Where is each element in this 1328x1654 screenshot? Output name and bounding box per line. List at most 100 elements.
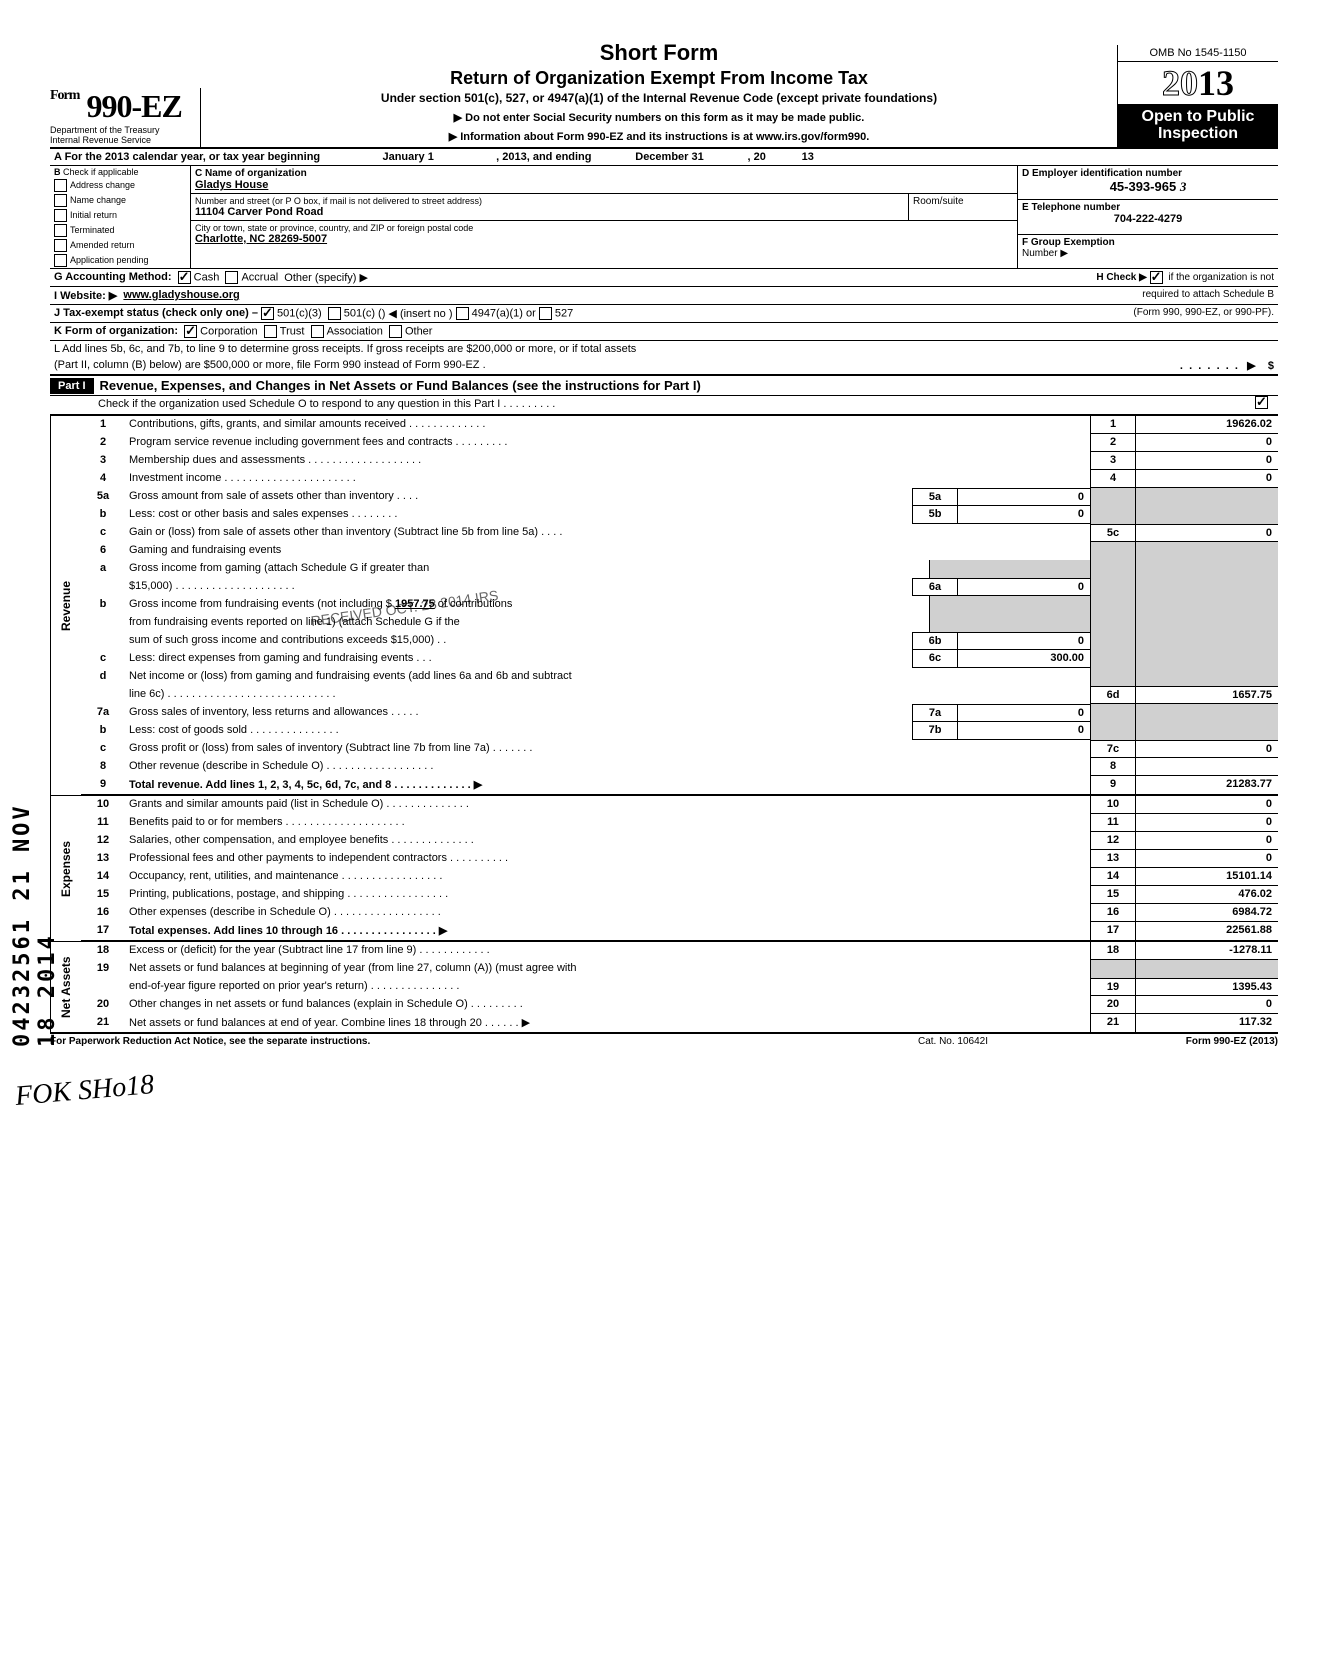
chk-association[interactable]: Association	[311, 325, 383, 338]
val-line2[interactable]: 0	[1136, 434, 1278, 452]
row-l1: L Add lines 5b, 6c, and 7b, to line 9 to…	[50, 341, 1278, 357]
year-begin[interactable]: January 1	[324, 149, 492, 165]
room-suite[interactable]: Room/suite	[908, 194, 1017, 220]
row-h: H Check ▶ if the organization is not	[1096, 271, 1274, 284]
catalog-no: Cat. No. 10642I	[828, 1036, 1078, 1047]
val-line9[interactable]: 21283.77	[1136, 776, 1278, 794]
label-city: City or town, state or province, country…	[195, 223, 1013, 233]
part1-title: Revenue, Expenses, and Changes in Net As…	[94, 376, 707, 395]
val-line14[interactable]: 15101.14	[1136, 868, 1278, 886]
page-footer: For Paperwork Reduction Act Notice, see …	[50, 1032, 1278, 1047]
year-end-yr[interactable]: 13	[770, 149, 818, 165]
title-main: Short Form	[209, 40, 1109, 66]
instr-info: ▶ Information about Form 990-EZ and its …	[209, 130, 1109, 143]
row-a-tax-year: A For the 2013 calendar year, or tax yea…	[50, 149, 1278, 166]
val-line6a[interactable]: 0	[957, 578, 1090, 596]
phone[interactable]: 704-222-4279	[1022, 213, 1274, 225]
val-line7a[interactable]: 0	[957, 704, 1090, 722]
title-sub: Return of Organization Exempt From Incom…	[209, 68, 1109, 89]
form-number: Form 990-EZ	[50, 88, 200, 125]
chk-app-pending[interactable]: Application pending	[50, 253, 190, 268]
chk-name-change[interactable]: Name change	[50, 193, 190, 208]
chk-corporation[interactable]: Corporation	[184, 325, 257, 338]
year-end-month[interactable]: December 31	[596, 149, 744, 165]
label-ein: D Employer identification number	[1022, 168, 1274, 179]
chk-cash[interactable]: Cash	[178, 271, 220, 284]
chk-other-org[interactable]: Other	[389, 325, 433, 338]
form-ref: Form 990-EZ (2013)	[1078, 1036, 1278, 1047]
val-line6c[interactable]: 300.00	[957, 650, 1090, 668]
dept-line2: Internal Revenue Service	[50, 135, 200, 145]
chk-amended[interactable]: Amended return	[50, 238, 190, 253]
val-line15[interactable]: 476.02	[1136, 886, 1278, 904]
omb-number: OMB No 1545-1150	[1118, 45, 1278, 62]
label-phone: E Telephone number	[1022, 202, 1274, 213]
val-line11[interactable]: 0	[1136, 814, 1278, 832]
handwritten-note: FOK SHo18	[14, 1069, 155, 1113]
chk-terminated[interactable]: Terminated	[50, 223, 190, 238]
row-j-tax-status: J Tax-exempt status (check only one) – 5…	[50, 305, 1278, 323]
val-line17[interactable]: 22561.88	[1136, 922, 1278, 940]
row-k-org-form: K Form of organization: Corporation Trus…	[50, 323, 1278, 341]
open-to-public: Open to Public Inspection	[1118, 104, 1278, 147]
chk-address-change[interactable]: Address change	[50, 178, 190, 193]
expenses-section: Expenses 10Grants and similar amounts pa…	[50, 795, 1278, 941]
val-line3[interactable]: 0	[1136, 452, 1278, 470]
ein[interactable]: 45-393-965 3	[1022, 179, 1274, 195]
val-line6b[interactable]: 0	[957, 632, 1090, 650]
val-line1[interactable]: 19626.02	[1136, 416, 1278, 434]
org-address[interactable]: 11104 Carver Pond Road	[195, 206, 904, 218]
val-line21[interactable]: 117.32	[1136, 1014, 1278, 1032]
val-line6d[interactable]: 1657.75	[1136, 686, 1278, 704]
val-line16[interactable]: 6984.72	[1136, 904, 1278, 922]
org-city[interactable]: Charlotte, NC 28269-5007	[195, 233, 1013, 245]
part1-header-row: Part I Revenue, Expenses, and Changes in…	[50, 375, 1278, 396]
row-g-accounting: G Accounting Method: Cash Accrual Other …	[50, 269, 1278, 287]
side-label-netassets: Net Assets	[50, 942, 81, 1032]
val-line20[interactable]: 0	[1136, 996, 1278, 1014]
chk-501c[interactable]: 501(c) (	[328, 307, 382, 320]
tax-year: 2013	[1118, 62, 1278, 104]
val-line13[interactable]: 0	[1136, 850, 1278, 868]
val-line12[interactable]: 0	[1136, 832, 1278, 850]
val-line5c[interactable]: 0	[1136, 524, 1278, 542]
label-group-number: Number ▶	[1022, 248, 1274, 259]
label-org-name: C Name of organization	[195, 168, 1013, 179]
part1-schedo-check: Check if the organization used Schedule …	[50, 396, 1278, 415]
val-6b-contrib[interactable]: 1957.75	[395, 598, 435, 610]
chk-trust[interactable]: Trust	[264, 325, 305, 338]
dept-line1: Department of the Treasury	[50, 125, 200, 135]
instr-ssn: ▶ Do not enter Social Security numbers o…	[209, 111, 1109, 124]
row-i-website: I Website: ▶ www.gladyshouse.org require…	[50, 287, 1278, 305]
chk-schedule-o[interactable]	[1255, 396, 1268, 409]
revenue-section: Revenue 1Contributions, gifts, grants, a…	[50, 415, 1278, 795]
form-header: Form 990-EZ Department of the Treasury I…	[50, 40, 1278, 149]
val-line5b[interactable]: 0	[957, 506, 1090, 524]
chk-501c3[interactable]: 501(c)(3)	[261, 307, 322, 320]
website[interactable]: www.gladyshouse.org	[123, 289, 239, 302]
val-line7c[interactable]: 0	[1136, 740, 1278, 758]
val-line18[interactable]: -1278.11	[1136, 942, 1278, 960]
chk-initial-return[interactable]: Initial return	[50, 208, 190, 223]
chk-4947[interactable]: 4947(a)(1) or	[456, 307, 536, 320]
val-line10[interactable]: 0	[1136, 796, 1278, 814]
val-line8[interactable]	[1136, 758, 1278, 776]
val-line7b[interactable]: 0	[957, 722, 1090, 740]
page: 04232561 21 NOV 18 2014 Form 990-EZ Depa…	[50, 40, 1278, 1047]
paperwork-notice: For Paperwork Reduction Act Notice, see …	[50, 1036, 828, 1047]
val-line19[interactable]: 1395.43	[1136, 978, 1278, 996]
chk-accrual[interactable]: Accrual	[225, 271, 278, 284]
chk-527[interactable]: 527	[539, 307, 573, 320]
netassets-section: Net Assets 18Excess or (deficit) for the…	[50, 941, 1278, 1032]
part1-badge: Part I	[50, 378, 94, 394]
org-name[interactable]: Gladys House	[195, 179, 1013, 191]
side-label-expenses: Expenses	[50, 796, 81, 941]
label-group-exempt: F Group Exemption	[1022, 237, 1274, 248]
block-bcdef: B Check if applicable Address change Nam…	[50, 166, 1278, 269]
side-label-revenue: Revenue	[50, 416, 81, 795]
val-line4[interactable]: 0	[1136, 470, 1278, 488]
chk-schedule-b[interactable]	[1150, 271, 1163, 284]
val-line5a[interactable]: 0	[957, 488, 1090, 506]
title-under: Under section 501(c), 527, or 4947(a)(1)…	[209, 91, 1109, 105]
label-address: Number and street (or P O box, if mail i…	[195, 196, 904, 206]
